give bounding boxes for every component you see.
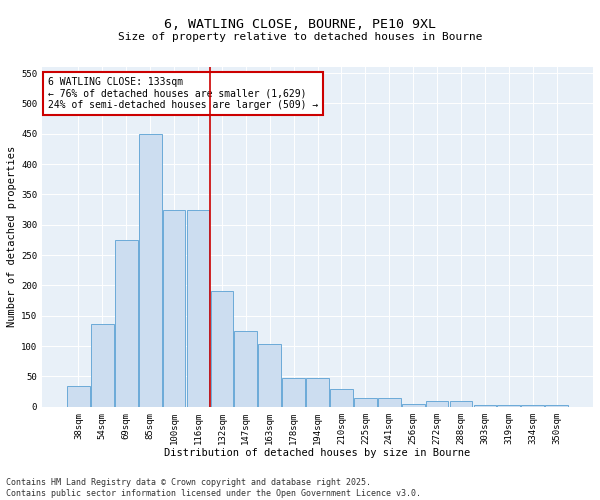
Bar bbox=[67, 386, 90, 407]
Bar bbox=[449, 402, 472, 407]
Bar bbox=[187, 210, 209, 407]
Text: Contains HM Land Registry data © Crown copyright and database right 2025.
Contai: Contains HM Land Registry data © Crown c… bbox=[6, 478, 421, 498]
Text: Size of property relative to detached houses in Bourne: Size of property relative to detached ho… bbox=[118, 32, 482, 42]
Bar bbox=[521, 405, 544, 407]
Bar bbox=[426, 402, 448, 407]
Text: 6 WATLING CLOSE: 133sqm
← 76% of detached houses are smaller (1,629)
24% of semi: 6 WATLING CLOSE: 133sqm ← 76% of detache… bbox=[47, 77, 318, 110]
Bar bbox=[115, 240, 137, 407]
Bar bbox=[545, 405, 568, 407]
Bar bbox=[283, 378, 305, 407]
Bar bbox=[402, 404, 425, 407]
Bar bbox=[306, 378, 329, 407]
Bar bbox=[497, 405, 520, 407]
Bar bbox=[473, 405, 496, 407]
Bar bbox=[354, 398, 377, 407]
Bar bbox=[378, 398, 401, 407]
Bar bbox=[330, 388, 353, 407]
Text: 6, WATLING CLOSE, BOURNE, PE10 9XL: 6, WATLING CLOSE, BOURNE, PE10 9XL bbox=[164, 18, 436, 30]
Bar bbox=[259, 344, 281, 407]
Bar bbox=[91, 324, 114, 407]
Bar bbox=[163, 210, 185, 407]
Bar bbox=[139, 134, 161, 407]
Bar bbox=[235, 331, 257, 407]
X-axis label: Distribution of detached houses by size in Bourne: Distribution of detached houses by size … bbox=[164, 448, 471, 458]
Y-axis label: Number of detached properties: Number of detached properties bbox=[7, 146, 17, 328]
Bar bbox=[211, 292, 233, 407]
